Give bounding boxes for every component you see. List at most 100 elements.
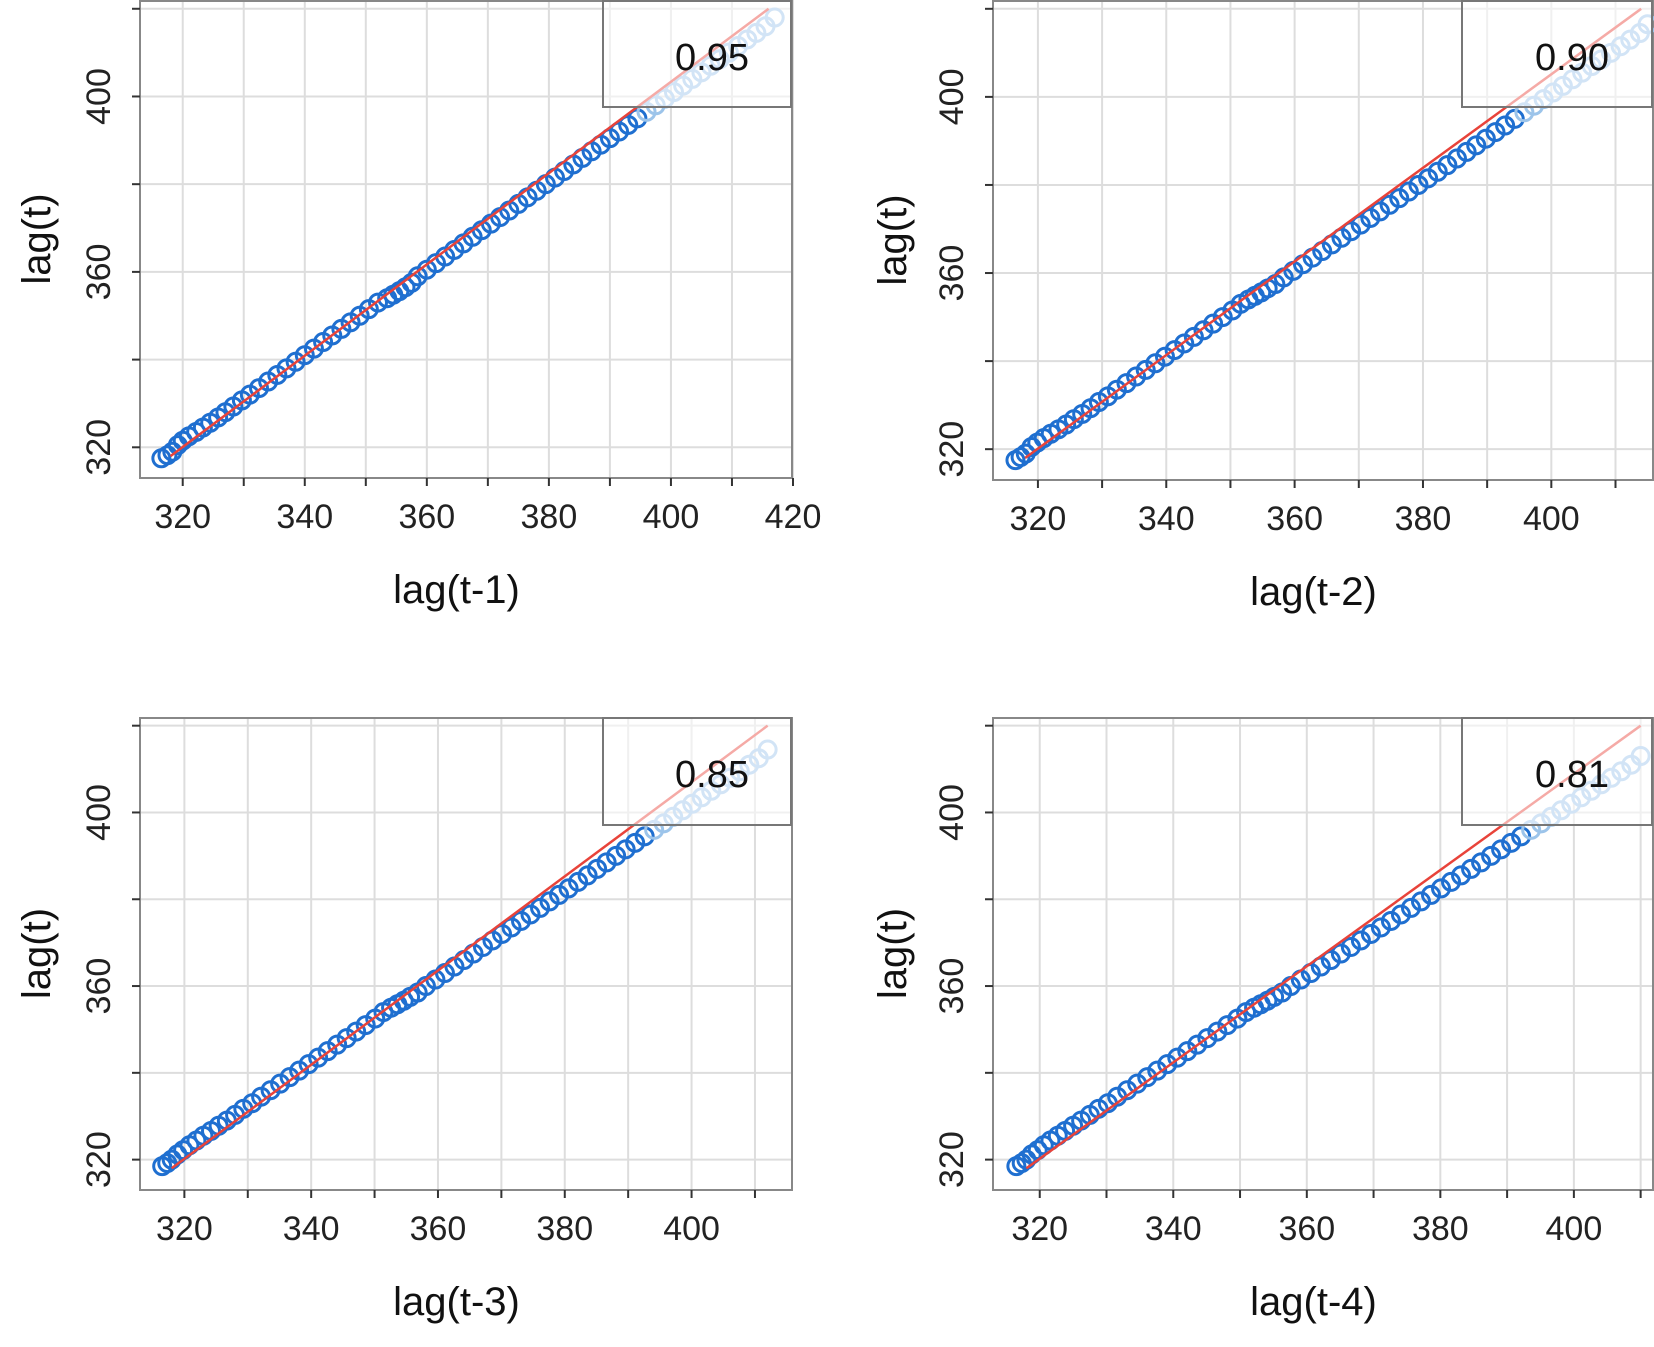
data-point [1400, 897, 1421, 918]
correlation-value: 0.95 [675, 37, 749, 79]
data-point [1471, 852, 1492, 873]
legend-box [602, 0, 792, 108]
legend-box [1461, 0, 1653, 108]
data-point [1451, 865, 1472, 886]
y-tick-label: 320 [80, 419, 118, 476]
lag-panel-3: 320 340 360 380 400 320 360 400 lag(t-3) lag(t) 0.… [15, 717, 793, 1324]
data-point [1370, 917, 1391, 938]
y-axis-title: lag(t) [15, 908, 59, 999]
data-point [1481, 845, 1502, 866]
x-axis-title: lag(t-2) [1250, 570, 1377, 614]
data-point [1420, 884, 1441, 905]
x-tick-label: 380 [521, 498, 578, 536]
y-tick-label: 360 [80, 958, 118, 1015]
axis-ticks: 320 340 360 380 400 420 320 360 400 [80, 7, 822, 536]
data-point [1501, 832, 1522, 853]
y-axis-title: lag(t) [871, 908, 915, 999]
data-point [1310, 956, 1331, 977]
y-tick-label: 400 [80, 784, 118, 841]
data-point [1197, 1028, 1218, 1049]
x-tick-label: 400 [663, 1210, 720, 1248]
legend-box [1461, 717, 1653, 826]
x-tick-label: 380 [1412, 1210, 1469, 1248]
y-tick-label: 360 [80, 244, 118, 301]
x-tick-label: 320 [1010, 500, 1067, 538]
data-point [1167, 1047, 1188, 1068]
x-tick-label: 380 [536, 1210, 593, 1248]
y-tick-label: 400 [933, 784, 971, 841]
x-tick-label: 340 [283, 1210, 340, 1248]
x-tick-label: 320 [154, 498, 211, 536]
y-axis-title: lag(t) [871, 194, 915, 285]
plot-frame [992, 0, 1654, 481]
data-point [1491, 839, 1512, 860]
data-point [1441, 871, 1462, 892]
data-point [1157, 1054, 1178, 1075]
x-axis-title: lag(t-3) [393, 1280, 520, 1324]
correlation-value: 0.81 [1535, 754, 1609, 796]
axis-ticks: 320 340 360 380 400 320 360 400 [933, 724, 1642, 1248]
data-point [1330, 943, 1351, 964]
lag-panel-4: 320 340 360 380 400 320 360 400 lag(t-4) lag(t) 0.… [871, 717, 1654, 1324]
data-point [1360, 923, 1381, 944]
data-point [157, 445, 178, 466]
x-tick-label: 400 [1523, 500, 1580, 538]
x-tick-label: 400 [643, 498, 700, 536]
data-point [1410, 891, 1431, 912]
grid-lines [140, 717, 793, 1190]
data-point [368, 292, 389, 313]
correlation-legend: 0.90 [1461, 0, 1653, 108]
x-axis-title: lag(t-1) [393, 568, 520, 612]
y-tick-label: 400 [933, 69, 971, 126]
lag-panel-1: 320 340 360 380 400 420 320 360 400 lag(t-1) lag(t… [15, 0, 821, 612]
data-point [1177, 1041, 1198, 1062]
x-tick-label: 320 [1011, 1210, 1068, 1248]
axis-ticks: 320 340 360 380 400 320 360 400 [933, 7, 1617, 538]
y-tick-label: 320 [80, 1131, 118, 1188]
correlation-legend: 0.85 [602, 717, 792, 826]
data-point [1137, 1067, 1158, 1088]
x-tick-label: 340 [1145, 1210, 1202, 1248]
data-point [1207, 1021, 1228, 1042]
x-tick-label: 360 [410, 1210, 467, 1248]
data-point [1320, 950, 1341, 971]
data-point [1217, 1015, 1238, 1036]
x-tick-label: 360 [1266, 500, 1323, 538]
y-tick-label: 320 [933, 1131, 971, 1188]
axis-ticks: 320 340 360 380 400 320 360 400 [80, 724, 756, 1248]
plot-frame [139, 0, 793, 479]
x-tick-label: 400 [1546, 1210, 1603, 1248]
correlation-legend: 0.81 [1461, 717, 1653, 826]
correlation-legend: 0.95 [602, 0, 792, 108]
y-tick-label: 360 [933, 958, 971, 1015]
correlation-value: 0.85 [675, 754, 749, 796]
y-tick-label: 320 [933, 421, 971, 478]
x-tick-label: 380 [1395, 500, 1452, 538]
x-tick-label: 420 [765, 498, 822, 536]
y-tick-label: 400 [80, 68, 118, 125]
x-tick-label: 340 [276, 498, 333, 536]
x-tick-label: 340 [1138, 500, 1195, 538]
legend-box [602, 717, 792, 826]
data-point [1147, 1060, 1168, 1081]
y-tick-label: 360 [933, 245, 971, 302]
data-point [1350, 930, 1371, 951]
data-point [1431, 878, 1452, 899]
data-marks [1006, 724, 1651, 1177]
data-point [1511, 826, 1532, 847]
data-point [1187, 1034, 1208, 1055]
data-point [1380, 910, 1401, 931]
plot-frame [992, 717, 1654, 1191]
lag-panel-2: 320 340 360 380 400 320 360 400 lag(t-2) lag(t) 0.… [871, 0, 1654, 614]
plot-frame [139, 717, 793, 1191]
data-point [1390, 904, 1411, 925]
x-tick-label: 320 [156, 1210, 213, 1248]
correlation-value: 0.90 [1535, 37, 1609, 79]
y-axis-title: lag(t) [15, 193, 59, 284]
data-point [1340, 936, 1361, 957]
x-tick-label: 360 [1278, 1210, 1335, 1248]
x-axis-title: lag(t-4) [1250, 1280, 1377, 1324]
x-tick-label: 360 [398, 498, 455, 536]
data-point [1461, 858, 1482, 879]
